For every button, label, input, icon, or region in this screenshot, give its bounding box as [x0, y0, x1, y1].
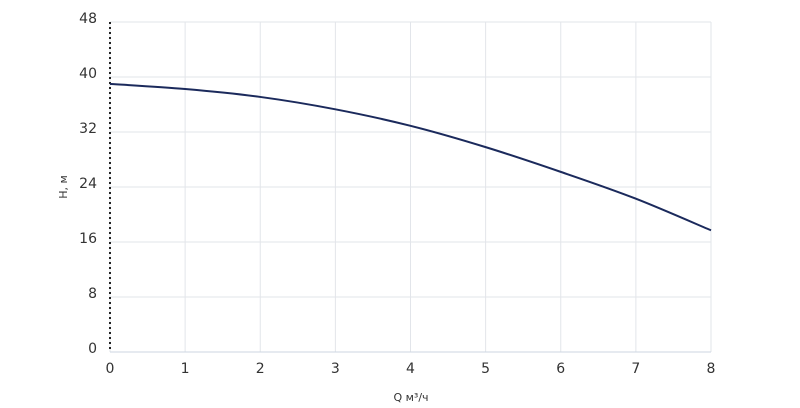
- y-tick-label: 32: [79, 121, 97, 137]
- x-tick-label: 6: [556, 361, 565, 377]
- y-axis-label: H, м: [57, 175, 70, 199]
- y-tick-label: 48: [79, 11, 97, 27]
- x-tick-label: 4: [406, 361, 415, 377]
- x-tick-label: 3: [331, 361, 340, 377]
- y-tick-label: 8: [88, 286, 97, 302]
- x-tick-label: 1: [181, 361, 190, 377]
- y-tick-label: 24: [79, 176, 97, 192]
- y-tick-label: 16: [79, 231, 97, 247]
- y-tick-label: 40: [79, 66, 97, 82]
- x-tick-label: 7: [631, 361, 640, 377]
- x-tick-label: 2: [256, 361, 265, 377]
- x-tick-label: 8: [707, 361, 716, 377]
- x-axis-label: Q м³/ч: [393, 391, 428, 404]
- y-tick-label: 0: [88, 341, 97, 357]
- line: [109, 82, 712, 232]
- x-tick-label: 0: [106, 361, 115, 377]
- x-tick-label: 5: [481, 361, 490, 377]
